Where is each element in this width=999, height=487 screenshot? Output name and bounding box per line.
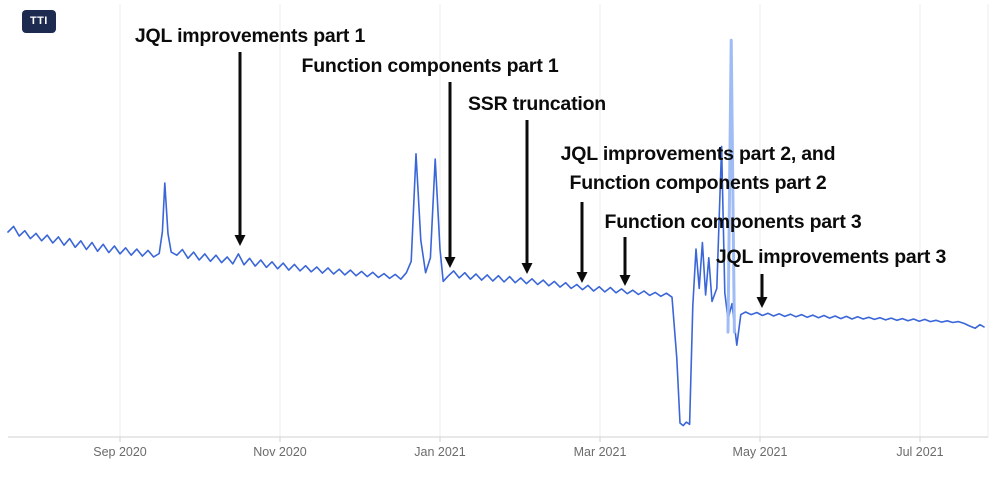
x-tick-label: Mar 2021	[574, 445, 627, 459]
annotation-arrowhead	[521, 263, 533, 274]
tti-spike-overlay-line	[726, 38, 736, 334]
annotation-label: Function components part 2	[570, 172, 827, 194]
annotation-arrowhead	[576, 272, 588, 283]
annotation-label: Function components part 1	[302, 55, 559, 77]
annotation-label: JQL improvements part 1	[135, 25, 366, 47]
annotation-label: SSR truncation	[468, 93, 606, 115]
x-tick-label: Sep 2020	[93, 445, 147, 459]
annotation-label: JQL improvements part 3	[716, 246, 947, 268]
annotation-label: Function components part 3	[605, 211, 862, 233]
annotation-arrowhead	[619, 275, 631, 286]
tti-legend-badge[interactable]: TTI	[22, 10, 56, 33]
tti-legend-label: TTI	[30, 15, 48, 27]
x-tick-label: Nov 2020	[253, 445, 307, 459]
annotation-arrowhead	[444, 257, 456, 268]
annotation-arrowhead	[234, 235, 246, 246]
annotation-arrowhead	[756, 297, 768, 308]
tti-series-line	[7, 145, 985, 427]
x-tick-label: Jul 2021	[896, 445, 943, 459]
x-tick-label: May 2021	[733, 445, 788, 459]
annotation-label: JQL improvements part 2, and	[561, 143, 836, 165]
x-tick-label: Jan 2021	[414, 445, 465, 459]
